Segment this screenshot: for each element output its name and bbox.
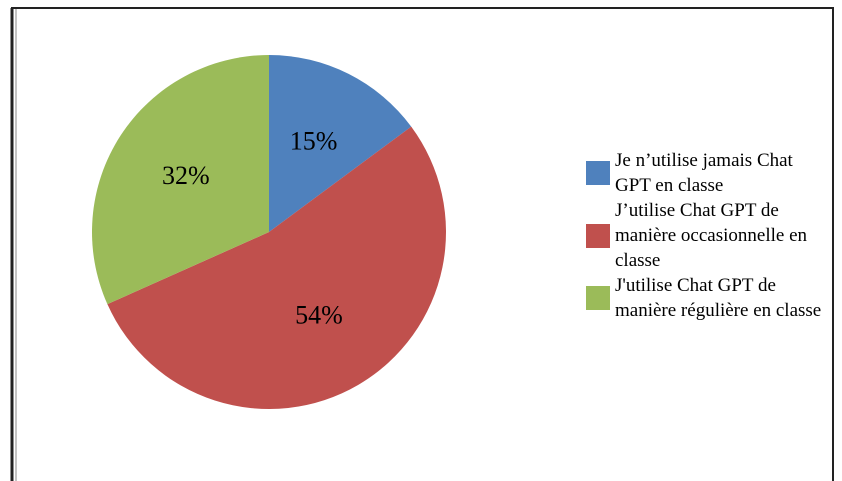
pie-slice: [92, 55, 269, 305]
legend-item: J'utilise Chat GPT de manière régulière …: [586, 273, 830, 323]
pie-slice: [107, 126, 446, 410]
data-label: 54%: [295, 301, 343, 330]
pie-slice: [269, 55, 412, 232]
legend-item: J’utilise Chat GPT de manière occasionne…: [586, 198, 830, 273]
legend-label: J'utilise Chat GPT de manière régulière …: [615, 275, 822, 321]
legend-label: Je n’utilise jamais Chat GPT en classe: [615, 150, 793, 196]
legend-item: Je n’utilise jamais Chat GPT en classe: [586, 148, 830, 198]
legend-swatch: [586, 286, 610, 310]
data-label: 15%: [290, 126, 338, 155]
legend-label: J’utilise Chat GPT de manière occasionne…: [615, 200, 808, 271]
data-label: 32%: [162, 161, 210, 190]
legend-swatch: [586, 223, 610, 248]
legend: Je n’utilise jamais Chat GPT en classe J’…: [586, 148, 830, 323]
legend-swatch: [586, 161, 610, 185]
